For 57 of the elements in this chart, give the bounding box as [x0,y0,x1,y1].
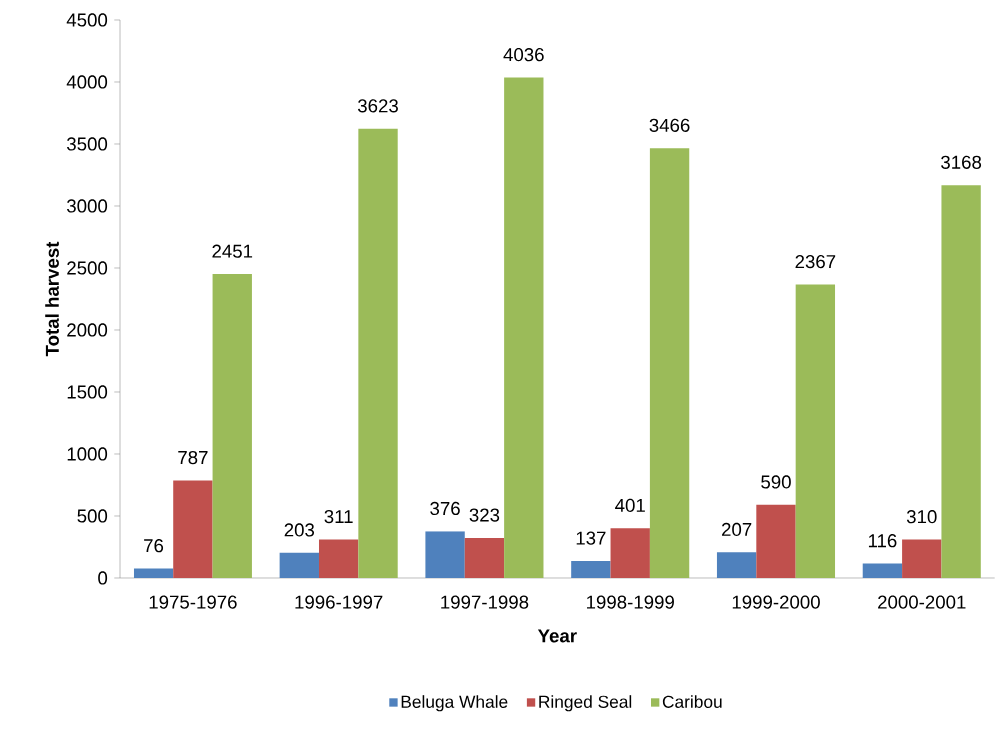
data-label: 3168 [941,155,982,169]
data-label: 4036 [503,48,544,62]
y-tick-label: 1000 [67,447,108,461]
bar [756,504,796,578]
data-label: 76 [144,539,164,553]
bar [716,552,757,578]
y-tick-label: 0 [98,571,108,585]
y-tick-label: 500 [77,509,108,523]
data-label: 2367 [795,254,836,269]
data-label: 323 [469,508,500,522]
x-tick-label: 1997-1998 [441,595,529,609]
data-label: 207 [722,522,752,537]
y-tick-label: 1500 [67,385,108,399]
bar [133,568,174,578]
data-label: 376 [430,501,460,516]
y-tick-label: 3500 [67,137,108,151]
data-label: 2451 [212,244,253,258]
bar [504,77,544,578]
bar [464,537,505,578]
bar [795,284,836,578]
bar [610,528,650,578]
bar [425,531,465,578]
y-tick-label: 2000 [67,323,108,337]
data-label: 203 [284,523,315,537]
x-tick-label: 1998-1999 [587,595,674,609]
data-label: 590 [761,475,791,489]
y-axis-title: Total harvest [45,241,59,357]
x-tick-label: 1996-1997 [295,595,383,609]
x-axis-title: Year [537,629,577,643]
data-label: 3623 [357,99,398,113]
x-tick-label: 1975-1976 [149,595,237,609]
data-label: 310 [906,510,937,524]
bar [941,185,981,578]
y-tick-label: 3000 [67,199,108,213]
data-label: 137 [576,531,606,545]
bar [902,539,942,578]
x-tick-label: 1999-2000 [732,595,820,609]
data-label: 787 [178,450,208,465]
bar [862,563,903,578]
legend-label: Caribou [662,695,722,708]
legend-label: Beluga Whale [401,695,508,712]
bar [212,274,252,578]
legend-label: Ringed Seal [539,695,632,712]
data-label: 401 [615,498,645,512]
bar [358,128,398,578]
data-label: 3466 [649,118,690,132]
bar [318,539,359,578]
bar [279,552,319,578]
bar [649,148,690,578]
y-tick-label: 4500 [66,13,108,27]
y-tick-label: 4000 [66,75,108,89]
bar [571,561,611,578]
data-label: 311 [324,509,353,524]
y-tick-label: 2500 [67,261,108,275]
bar [173,480,213,578]
data-label: 116 [868,534,897,548]
x-tick-label: 2000-2001 [878,595,966,609]
